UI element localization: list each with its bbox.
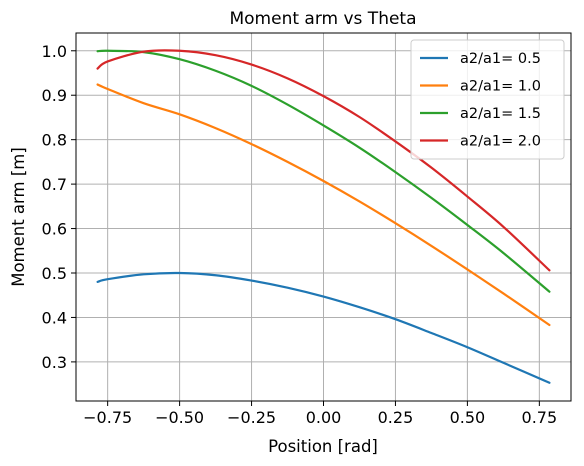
chart-title: Moment arm vs Theta <box>229 9 416 29</box>
y-axis-label: Moment arm [m] <box>9 147 28 287</box>
x-tick-label: −0.50 <box>155 408 204 427</box>
y-tick-label: 0.5 <box>42 264 67 283</box>
legend-label: a2/a1= 2.0 <box>460 134 541 150</box>
x-axis-label: Position [rad] <box>268 437 378 456</box>
series-lines <box>96 49 551 384</box>
y-tick-label: 1.0 <box>42 42 67 61</box>
series-line-2 <box>96 83 551 327</box>
series-line-4 <box>96 49 551 272</box>
x-tick-label: 0.50 <box>450 408 486 427</box>
y-tick-label: 0.7 <box>42 175 67 194</box>
x-tick-label: 0.25 <box>378 408 414 427</box>
x-tick-label: −0.75 <box>83 408 132 427</box>
y-tick-label: 0.3 <box>42 353 67 372</box>
series-line-3 <box>96 49 551 293</box>
legend-label: a2/a1= 1.5 <box>460 106 541 122</box>
x-tick-label: −0.25 <box>227 408 276 427</box>
y-ticks: 0.3 0.4 0.5 0.6 0.7 0.8 0.9 1.0 <box>42 42 76 372</box>
legend: a2/a1= 0.5 a2/a1= 1.0 a2/a1= 1.5 a2/a1= 2.0 <box>410 39 565 160</box>
y-tick-label: 0.9 <box>42 86 67 105</box>
x-tick-label: 0.75 <box>522 408 558 427</box>
series-line-1 <box>96 271 551 384</box>
y-tick-label: 0.6 <box>42 220 67 239</box>
y-tick-label: 0.4 <box>42 308 67 327</box>
y-tick-label: 0.8 <box>42 131 67 150</box>
legend-label: a2/a1= 0.5 <box>460 51 541 67</box>
x-ticks: −0.75 −0.50 −0.25 0.00 0.25 0.50 0.75 <box>83 401 557 427</box>
legend-label: a2/a1= 1.0 <box>460 79 541 95</box>
legend-box <box>410 39 565 160</box>
x-tick-label: 0.00 <box>306 408 342 427</box>
